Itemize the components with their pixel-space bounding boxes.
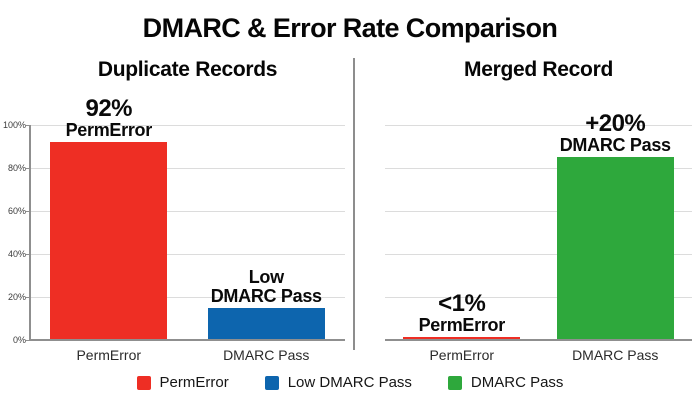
gridline (30, 168, 345, 169)
y-tick-mark (26, 125, 30, 126)
gridline (385, 168, 692, 169)
y-tick-label: 0% (12, 335, 26, 345)
x-axis-label: PermError (429, 347, 495, 363)
legend-item-low-dmarc-pass: Low DMARC Pass (264, 374, 412, 391)
gridline (385, 125, 692, 126)
legend: PermError Low DMARC Pass DMARC Pass (0, 374, 700, 391)
gridline (30, 297, 345, 298)
bar-annotation: <1% PermError (372, 292, 552, 335)
annotation-line: 92% (85, 95, 133, 123)
bar-annotation: +20% DMARC Pass (525, 112, 700, 155)
y-tick-mark (26, 340, 30, 341)
panel-title-duplicate-records: Duplicate Records (97, 58, 278, 81)
y-tick-mark (26, 297, 30, 298)
legend-item-permerror: PermError (136, 374, 229, 391)
y-tick-label: 60% (7, 206, 26, 216)
bar-annotation: 92% PermError (19, 97, 199, 140)
gridline (385, 211, 692, 212)
annotation-line: <1% (438, 290, 486, 317)
x-axis-line (30, 339, 345, 341)
bar-permerror-2 (403, 337, 521, 340)
gridline (385, 297, 692, 298)
legend-item-dmarc-pass: DMARC Pass (447, 374, 564, 391)
y-tick-label: 40% (7, 249, 26, 259)
y-axis-line (29, 125, 31, 341)
bar-permerror-1 (50, 142, 168, 340)
bar-dmarc-pass-2 (556, 157, 674, 340)
annotation-line: DMARC Pass (210, 285, 322, 306)
y-tick-label: 20% (7, 292, 26, 302)
gridline (385, 254, 692, 255)
gridline (30, 211, 345, 212)
annotation-line: PermError (418, 315, 506, 335)
gridline (30, 254, 345, 255)
legend-color-swatch (264, 375, 279, 390)
legend-label: DMARC Pass (470, 374, 564, 391)
chart-title: DMARC & Error Rate Comparison (142, 13, 558, 43)
legend-label: PermError (159, 374, 229, 391)
x-axis-label: PermError (76, 347, 142, 363)
y-tick-label: 80% (7, 163, 26, 173)
legend-label: Low DMARC Pass (287, 374, 412, 391)
annotation-line: DMARC Pass (559, 135, 671, 156)
x-axis-label: DMARC Pass (572, 347, 659, 363)
annotation-line: PermError (65, 120, 153, 141)
annotation-line: Low (248, 266, 284, 287)
y-tick-mark (26, 254, 30, 255)
annotation-line: +20% (585, 110, 646, 138)
bar-dmarc-pass-1 (207, 307, 325, 340)
x-axis-line (385, 339, 692, 341)
legend-color-swatch (447, 375, 462, 390)
bar-annotation: Low DMARC Pass (176, 266, 356, 306)
panel-title-merged-record: Merged Record (464, 58, 613, 81)
y-tick-mark (26, 211, 30, 212)
y-tick-label: 100% (2, 120, 26, 130)
legend-color-swatch (136, 375, 151, 390)
panel-divider (353, 58, 355, 350)
y-tick-mark (26, 168, 30, 169)
x-axis-label: DMARC Pass (223, 347, 310, 363)
gridline (30, 125, 345, 126)
